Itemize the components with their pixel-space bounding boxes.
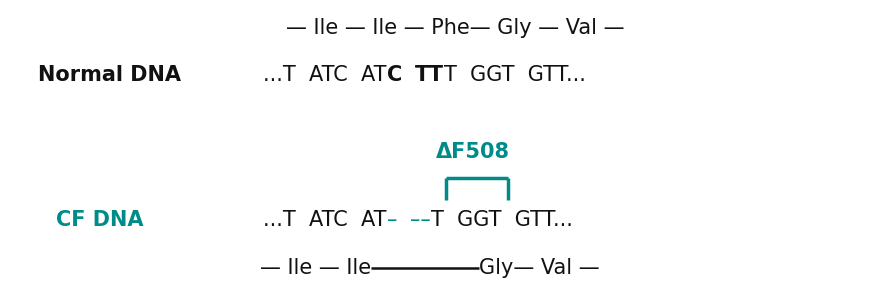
- Text: Normal DNA: Normal DNA: [39, 65, 181, 85]
- Text: ...T  ATC  AT: ...T ATC AT: [263, 210, 386, 230]
- Text: — Ile — Ile: — Ile — Ile: [260, 258, 371, 278]
- Text: Gly— Val —: Gly— Val —: [479, 258, 600, 278]
- Text: T  GGT  GTT...: T GGT GTT...: [444, 65, 586, 85]
- Text: TT: TT: [415, 65, 444, 85]
- Text: C: C: [386, 65, 402, 85]
- Text: T  GGT  GTT...: T GGT GTT...: [431, 210, 573, 230]
- Text: –: –: [386, 210, 397, 230]
- Text: ––: ––: [410, 210, 431, 230]
- Text: CF DNA: CF DNA: [56, 210, 143, 230]
- Text: ΔF508: ΔF508: [436, 142, 510, 162]
- Text: — Ile — Ile — Phe— Gly — Val —: — Ile — Ile — Phe— Gly — Val —: [286, 18, 624, 38]
- Text: ...T  ATC  AT: ...T ATC AT: [263, 65, 386, 85]
